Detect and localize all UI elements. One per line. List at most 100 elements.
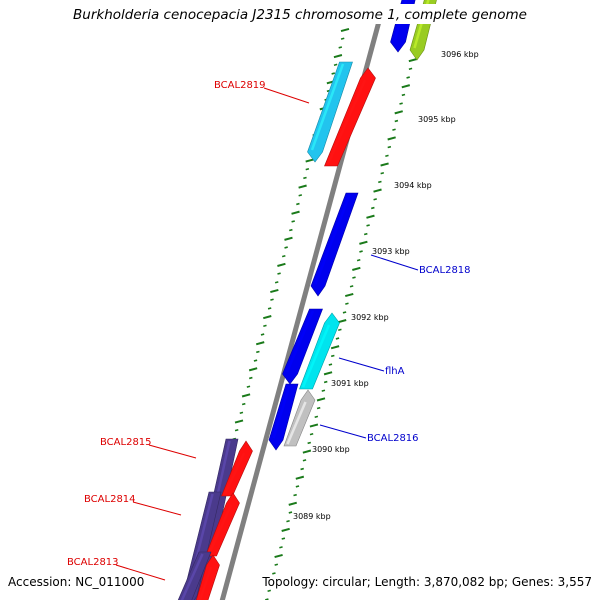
outer-tick-mark bbox=[263, 315, 272, 320]
inner-tick-mark bbox=[293, 493, 297, 497]
inner-tick-mark bbox=[380, 162, 389, 167]
outer-tick-mark bbox=[277, 272, 281, 275]
gene-callout-label[interactable]: BCAL2814 bbox=[84, 494, 136, 505]
inner-tick-mark bbox=[309, 432, 314, 436]
inner-tick-mark bbox=[408, 58, 418, 63]
inner-tick-mark bbox=[394, 110, 403, 115]
inner-tick-mark bbox=[323, 371, 333, 376]
inner-tick-mark bbox=[373, 188, 382, 193]
callout-leader-line bbox=[338, 357, 385, 372]
outer-tick-mark bbox=[263, 324, 267, 328]
inner-tick-mark bbox=[281, 537, 286, 540]
outer-tick-mark bbox=[291, 220, 295, 223]
outer-tick-mark bbox=[291, 210, 300, 215]
kbp-scale-label: 3091 kbp bbox=[331, 379, 369, 388]
gene-callout-label[interactable]: BCAL2813 bbox=[67, 557, 119, 568]
inner-tick-mark bbox=[378, 180, 382, 184]
inner-tick-mark bbox=[323, 380, 328, 384]
gene-forward-gene-arrow[interactable] bbox=[268, 383, 299, 451]
kbp-scale-label: 3093 kbp bbox=[372, 247, 410, 256]
inner-tick-mark bbox=[349, 285, 354, 288]
inner-tick-mark bbox=[302, 459, 307, 462]
outer-tick-mark bbox=[277, 262, 286, 267]
outer-tick-mark bbox=[289, 228, 293, 232]
outer-tick-mark bbox=[331, 72, 336, 75]
outer-tick-mark bbox=[303, 176, 307, 180]
inner-tick-mark bbox=[342, 311, 347, 314]
gene-callout-label[interactable]: BCAL2815 bbox=[100, 437, 152, 448]
inner-tick-mark bbox=[394, 119, 399, 123]
inner-tick-mark bbox=[295, 475, 305, 480]
inner-tick-mark bbox=[300, 467, 304, 471]
inner-tick-mark bbox=[366, 224, 370, 227]
outer-tick-mark bbox=[340, 27, 350, 33]
bcal2813-forward-gene-arrow[interactable] bbox=[173, 551, 212, 600]
gene-callout-label[interactable]: BCAL2816 bbox=[367, 433, 419, 444]
inner-tick-mark bbox=[387, 136, 396, 141]
gene-callout-label[interactable]: BCAL2818 bbox=[419, 265, 471, 276]
outer-tick-mark bbox=[270, 298, 274, 301]
bcal2815-reverse-gene-arrow[interactable] bbox=[221, 440, 253, 497]
outer-tick-mark bbox=[298, 184, 307, 189]
flha-reverse-gene-arrow[interactable] bbox=[299, 312, 340, 390]
inner-tick-mark bbox=[399, 102, 403, 105]
kbp-scale-label: 3096 kbp bbox=[441, 50, 479, 59]
inner-tick-mark bbox=[385, 154, 389, 158]
outer-tick-mark bbox=[296, 202, 300, 206]
callout-leader-line bbox=[115, 564, 166, 581]
kbp-scale-label: 3090 kbp bbox=[312, 445, 350, 454]
inner-tick-mark bbox=[274, 553, 283, 559]
outer-tick-mark bbox=[241, 393, 251, 398]
outer-tick-mark bbox=[305, 167, 310, 171]
inner-tick-mark bbox=[371, 206, 375, 210]
inner-tick-mark bbox=[316, 397, 326, 402]
inner-tick-mark bbox=[366, 214, 375, 219]
inner-tick-mark bbox=[321, 389, 326, 392]
kbp-scale-label: 3089 kbp bbox=[293, 512, 331, 521]
inner-tick-mark bbox=[314, 415, 319, 419]
map-title: Burkholderia cenocepacia J2315 chromosom… bbox=[73, 7, 527, 23]
bcal2819-reverse-gene-arrow[interactable] bbox=[324, 67, 376, 167]
outer-tick-mark bbox=[248, 367, 258, 372]
outer-tick-mark bbox=[253, 359, 258, 362]
inner-tick-mark bbox=[408, 67, 413, 71]
bcal2813-reverse-gene-arrow[interactable] bbox=[191, 554, 220, 600]
inner-tick-mark bbox=[272, 572, 276, 575]
inner-tick-mark bbox=[345, 292, 354, 298]
bcal2814-reverse-gene-arrow[interactable] bbox=[205, 492, 240, 557]
bcal2818-forward-gene-arrow[interactable] bbox=[310, 192, 359, 297]
inner-tick-mark bbox=[337, 319, 347, 324]
inner-tick-mark bbox=[328, 363, 333, 366]
gene-callout-label[interactable]: flhA bbox=[385, 366, 405, 377]
bcal2819-forward-gene-arrow[interactable] bbox=[307, 61, 353, 163]
outer-tick-mark bbox=[340, 37, 345, 40]
inner-tick-mark bbox=[406, 76, 410, 79]
outer-tick-mark bbox=[284, 246, 288, 249]
inner-tick-mark bbox=[274, 563, 279, 566]
outer-tick-mark bbox=[284, 236, 293, 241]
inner-tick-mark bbox=[338, 328, 342, 332]
inner-tick-mark bbox=[401, 84, 411, 89]
callout-leader-line bbox=[370, 254, 419, 271]
gene-callout-label[interactable]: BCAL2819 bbox=[214, 80, 266, 91]
title-backdrop bbox=[60, 4, 540, 24]
outer-tick-mark bbox=[333, 54, 343, 59]
bcal2816-reverse-gene-arrow[interactable] bbox=[283, 389, 316, 447]
inner-tick-mark bbox=[316, 406, 321, 410]
outer-tick-mark bbox=[281, 254, 286, 258]
inner-tick-mark bbox=[352, 266, 361, 271]
inner-tick-mark bbox=[359, 240, 368, 245]
outer-tick-mark bbox=[270, 288, 279, 294]
outer-tick-mark bbox=[260, 333, 265, 336]
kbp-scale-label: 3095 kbp bbox=[418, 115, 456, 124]
callout-leader-line bbox=[319, 424, 367, 439]
inner-tick-mark bbox=[380, 171, 385, 175]
gene-forward-gene-arrow[interactable] bbox=[282, 308, 323, 385]
inner-tick-mark bbox=[356, 258, 361, 262]
callout-leader-line bbox=[263, 87, 310, 104]
callout-leader-line bbox=[148, 444, 197, 459]
outer-tick-mark bbox=[246, 385, 251, 388]
outer-tick-mark bbox=[305, 158, 314, 163]
